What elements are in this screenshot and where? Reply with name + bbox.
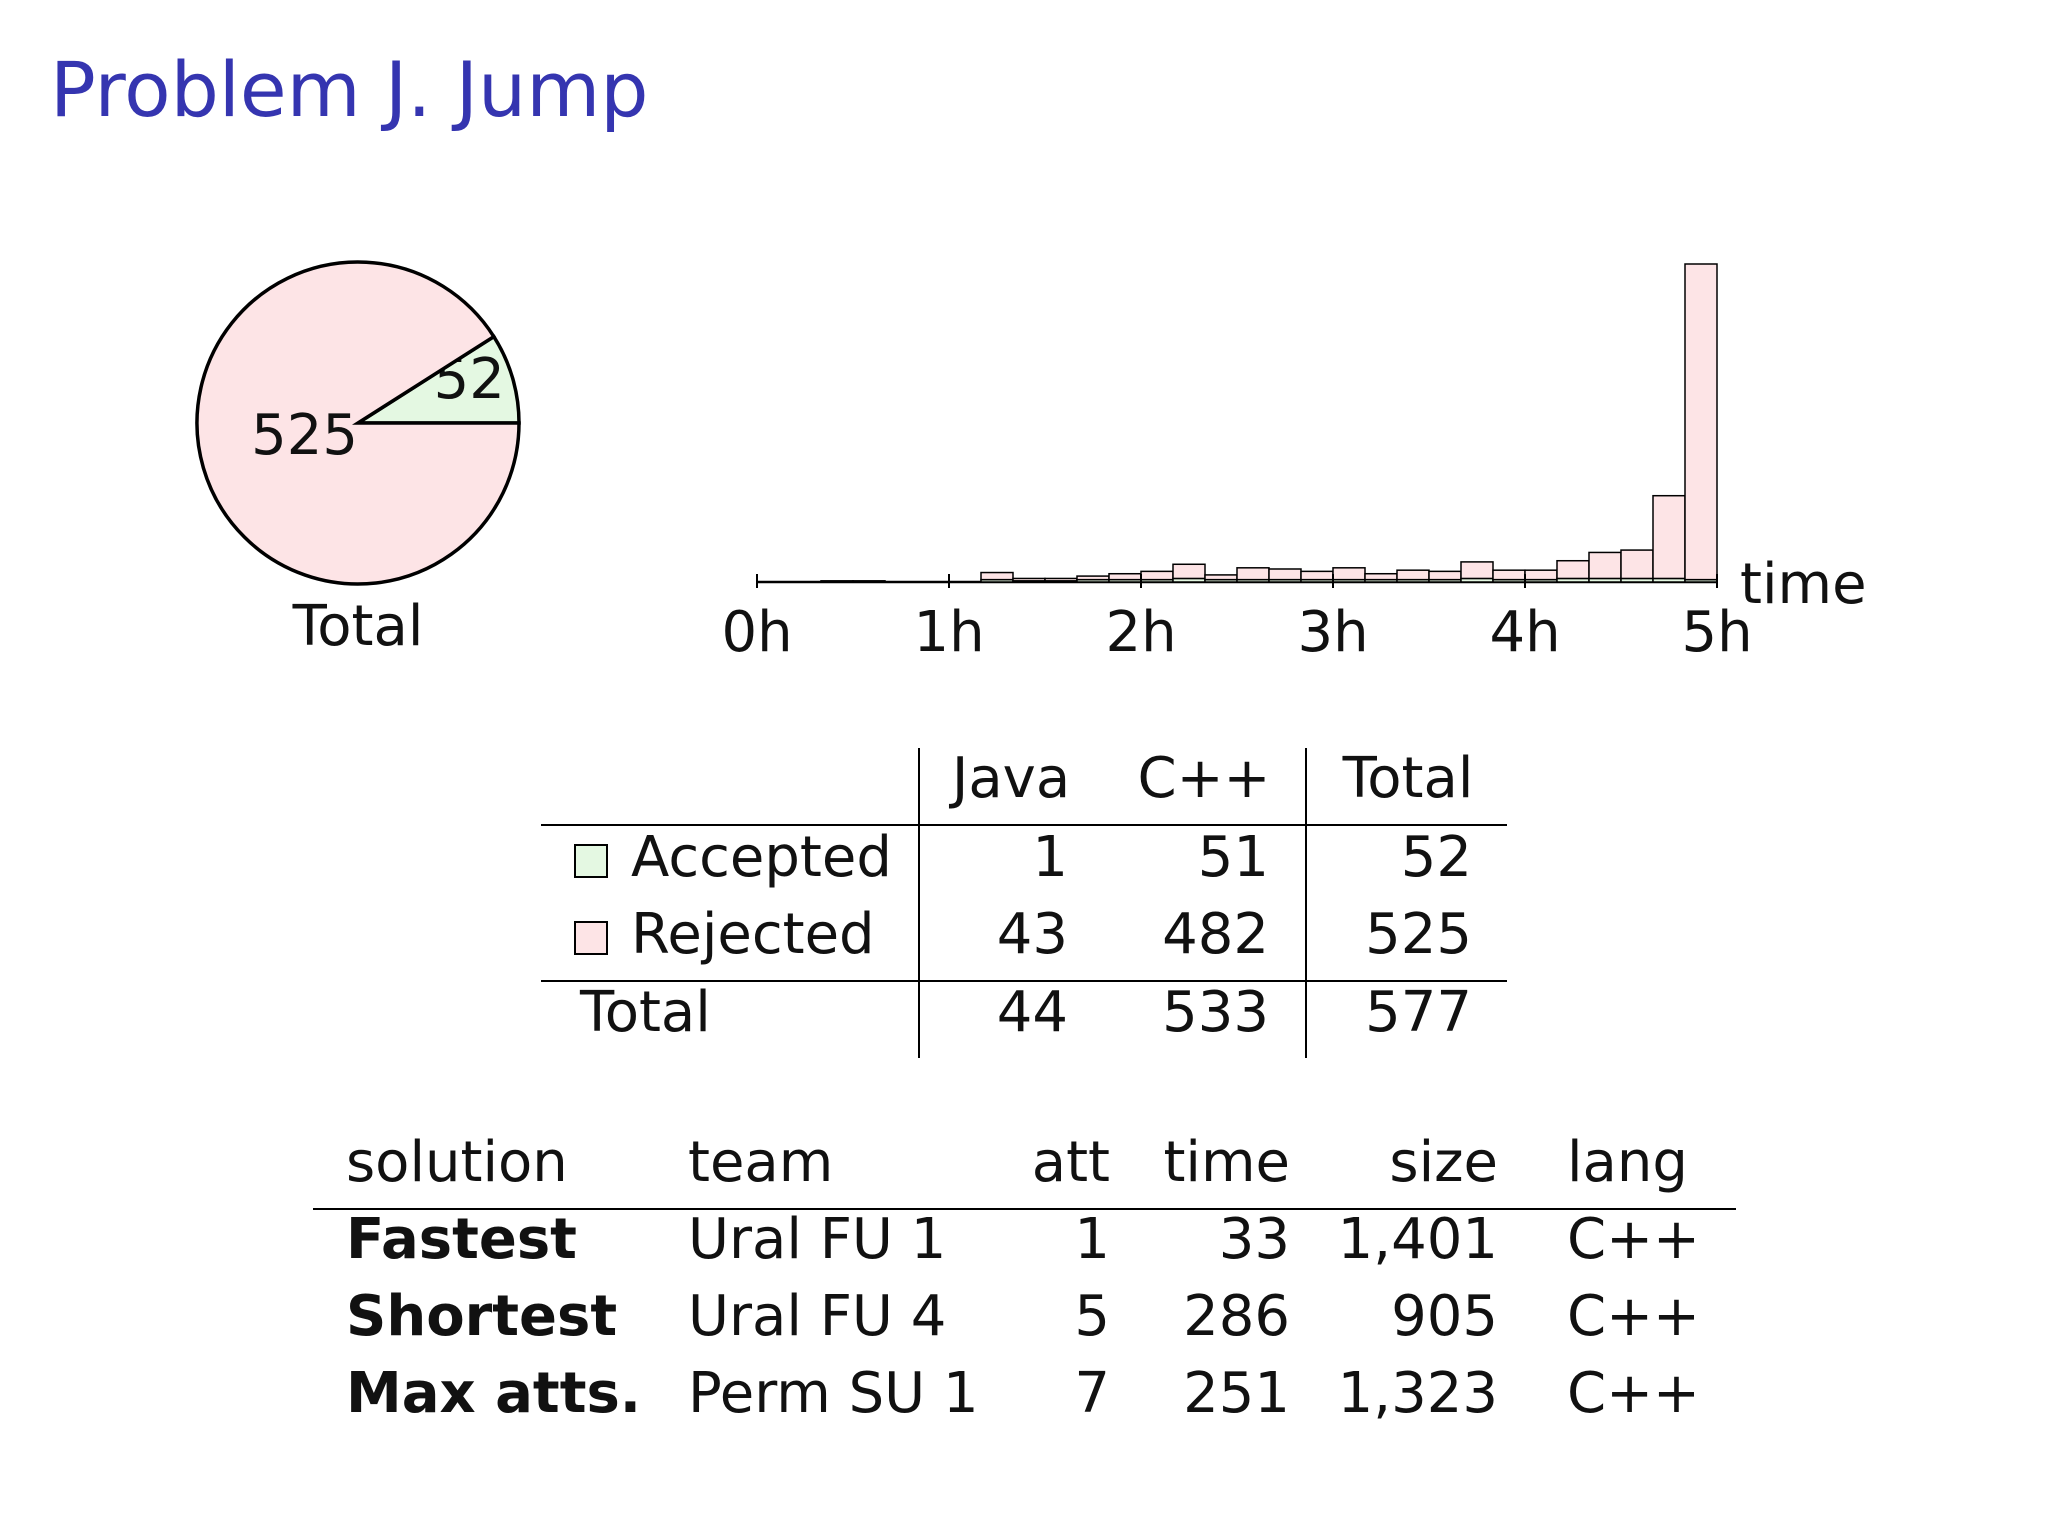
column-header: lang	[1567, 1130, 1688, 1195]
row-label: Fastest	[346, 1207, 577, 1272]
histogram-bar	[1140, 570, 1174, 581]
x-tick-label: 0h	[721, 600, 792, 665]
histogram-bar	[1684, 263, 1718, 581]
slide-title: Problem J. Jump	[50, 45, 648, 134]
column-header: solution	[346, 1130, 568, 1195]
table-cell: 1,323	[1338, 1361, 1498, 1426]
table-cell: Perm SU 1	[688, 1361, 979, 1426]
column-header: C++	[1138, 746, 1271, 811]
histogram-bar	[1428, 570, 1462, 581]
table-cell: 525	[1365, 902, 1472, 967]
row-label: Rejected	[631, 902, 875, 967]
table-cell: C++	[1567, 1361, 1700, 1426]
pie-slice	[195, 260, 521, 586]
histogram-bar	[1492, 569, 1526, 581]
histogram-bar	[980, 571, 1014, 581]
histogram-bar	[1524, 569, 1558, 581]
legend-swatch	[574, 844, 608, 878]
table-cell: 1	[1032, 825, 1068, 890]
table-cell: C++	[1567, 1207, 1700, 1272]
table-cell: 7	[1074, 1361, 1110, 1426]
histogram-bar	[1204, 574, 1238, 581]
table-cell: 286	[1183, 1284, 1290, 1349]
histogram-bar	[820, 580, 854, 583]
column-header: size	[1389, 1130, 1498, 1195]
row-label: Accepted	[631, 825, 892, 890]
histogram-bar	[1332, 567, 1366, 581]
row-label: Total	[579, 980, 711, 1045]
histogram-bar	[852, 580, 886, 583]
legend-swatch	[574, 921, 608, 955]
table-cell: Ural FU 1	[688, 1207, 946, 1272]
x-tick-label: 3h	[1297, 600, 1368, 665]
histogram-bar	[1652, 494, 1686, 580]
histogram-bar	[1076, 575, 1110, 581]
table-cell: 482	[1162, 902, 1269, 967]
column-header: Total	[1342, 746, 1474, 811]
histogram-bar	[1268, 568, 1302, 581]
table-cell: 51	[1198, 825, 1269, 890]
column-header: att	[1032, 1130, 1110, 1195]
histogram-bar	[1364, 572, 1398, 581]
table-cell: 577	[1365, 980, 1472, 1045]
table-cell: 33	[1219, 1207, 1290, 1272]
x-tick-label: 2h	[1105, 600, 1176, 665]
table-cell: 43	[997, 902, 1068, 967]
histogram-bar	[1172, 563, 1206, 580]
histogram-bar	[1556, 559, 1590, 580]
x-axis-label: time	[1740, 552, 1867, 617]
table-cell: C++	[1567, 1284, 1700, 1349]
pie-slice	[351, 334, 521, 425]
histogram-bar	[1012, 577, 1046, 582]
table-cell: 533	[1162, 980, 1269, 1045]
histogram-bar	[1044, 577, 1078, 582]
x-tick-label: 5h	[1681, 600, 1752, 665]
table-cell: 251	[1183, 1361, 1290, 1426]
histogram-bar	[1396, 569, 1430, 581]
table-cell: 1,401	[1338, 1207, 1498, 1272]
row-label: Max atts.	[346, 1361, 641, 1426]
table-cell: 5	[1074, 1284, 1110, 1349]
x-tick-label: 4h	[1489, 600, 1560, 665]
column-header: time	[1163, 1130, 1290, 1195]
row-label: Shortest	[346, 1284, 617, 1349]
histogram-bar	[1460, 561, 1494, 580]
table-cell: 905	[1391, 1284, 1498, 1349]
column-header: Java	[949, 746, 1070, 811]
x-tick-label: 1h	[913, 600, 984, 665]
histogram-bar	[1300, 570, 1334, 581]
histogram-bar	[1236, 567, 1270, 581]
table-cell: 52	[1401, 825, 1472, 890]
table-cell: 1	[1074, 1207, 1110, 1272]
histogram-bar	[1588, 551, 1622, 580]
column-header: team	[688, 1130, 833, 1195]
table-cell: 44	[997, 980, 1068, 1045]
histogram-bar	[1108, 572, 1142, 581]
histogram-bar	[1620, 549, 1654, 580]
pie-caption: Total	[292, 594, 424, 659]
pie-label: 525	[251, 403, 358, 468]
table-cell: Ural FU 4	[688, 1284, 946, 1349]
